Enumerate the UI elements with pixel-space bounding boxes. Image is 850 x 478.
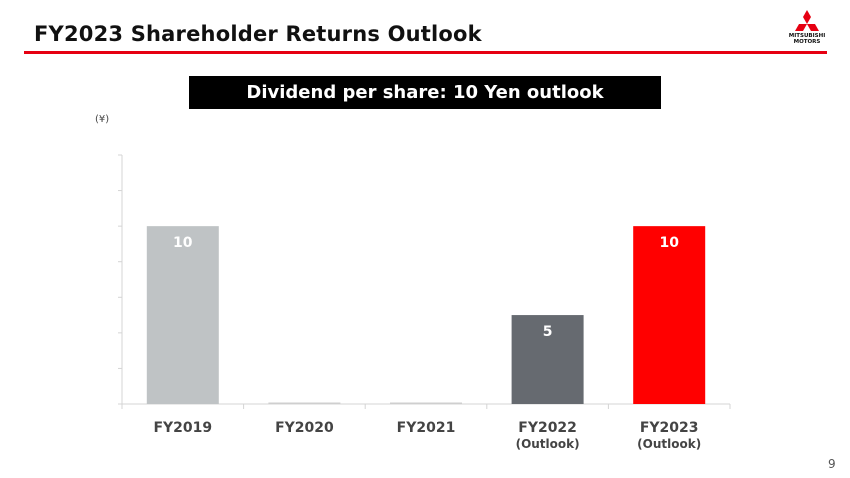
- bar-fy2022: [511, 315, 584, 404]
- data-label: 10: [173, 235, 193, 251]
- x-tick-sublabel: (Outlook): [637, 437, 701, 451]
- bar-fy2021: [390, 402, 462, 404]
- y-axis-unit-label: (¥): [95, 114, 110, 125]
- banner-text: Dividend per share: 10 Yen outlook: [246, 82, 604, 103]
- x-tick-label: FY2020: [275, 420, 334, 436]
- bar-fy2019: [146, 226, 219, 404]
- slide-title: FY2023 Shareholder Returns Outlook: [34, 22, 482, 46]
- bar-fy2020: [268, 402, 341, 404]
- x-tick-label: FY2022: [518, 420, 577, 436]
- x-tick-label: FY2023: [640, 420, 699, 436]
- data-label: 10: [659, 235, 679, 251]
- logo-text-line1: MITSUBISHI: [788, 33, 826, 39]
- title-divider: [24, 51, 827, 54]
- dividend-banner: Dividend per share: 10 Yen outlook: [189, 76, 661, 109]
- logo-text-line2: MOTORS: [793, 39, 821, 45]
- data-label: 5: [543, 324, 553, 340]
- x-tick-label: FY2019: [153, 420, 212, 436]
- logo-wordmark: MITSUBISHI MOTORS: [778, 33, 836, 45]
- x-tick-sublabel: (Outlook): [516, 437, 580, 451]
- mitsubishi-logo-icon: [795, 10, 819, 31]
- page-number: 9: [828, 457, 836, 471]
- bar-fy2023: [633, 226, 706, 404]
- x-tick-label: FY2021: [397, 420, 456, 436]
